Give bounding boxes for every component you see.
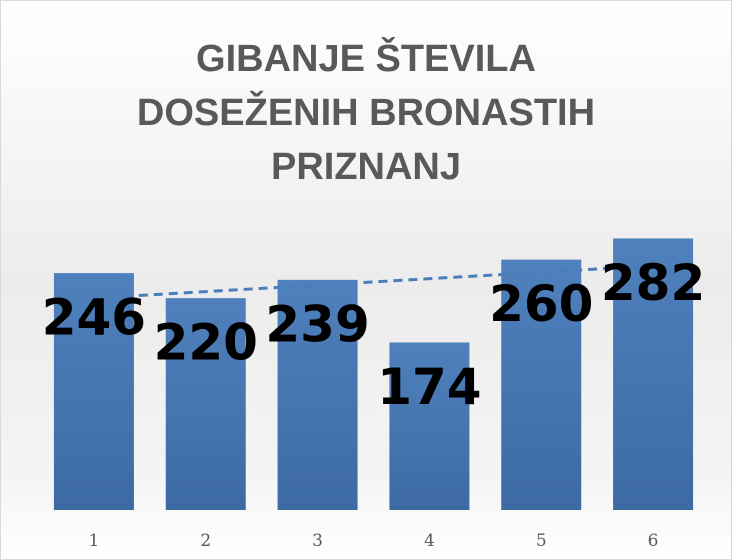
bar xyxy=(277,279,358,510)
bar xyxy=(389,342,470,510)
x-tick-label: 5 xyxy=(536,531,547,551)
trendline xyxy=(93,264,654,300)
data-label: 174 xyxy=(377,358,481,416)
data-label: 246 xyxy=(42,289,146,347)
data-label: 260 xyxy=(489,275,593,333)
x-tick-label: 2 xyxy=(200,531,211,551)
x-tick-label: 4 xyxy=(424,531,435,551)
x-tick-label: 1 xyxy=(89,531,100,551)
chart-title: GIBANJE ŠTEVILA DOSEŽENIH BRONASTIH PRIZ… xyxy=(136,38,596,188)
bar xyxy=(53,273,134,510)
data-label: 282 xyxy=(601,254,705,312)
bar xyxy=(613,238,694,510)
bar xyxy=(501,259,582,510)
data-label: 239 xyxy=(265,295,369,353)
x-tick-label: 3 xyxy=(312,531,323,551)
x-tick-label: 6 xyxy=(648,531,659,551)
data-label: 220 xyxy=(154,314,258,372)
bar xyxy=(165,298,246,510)
